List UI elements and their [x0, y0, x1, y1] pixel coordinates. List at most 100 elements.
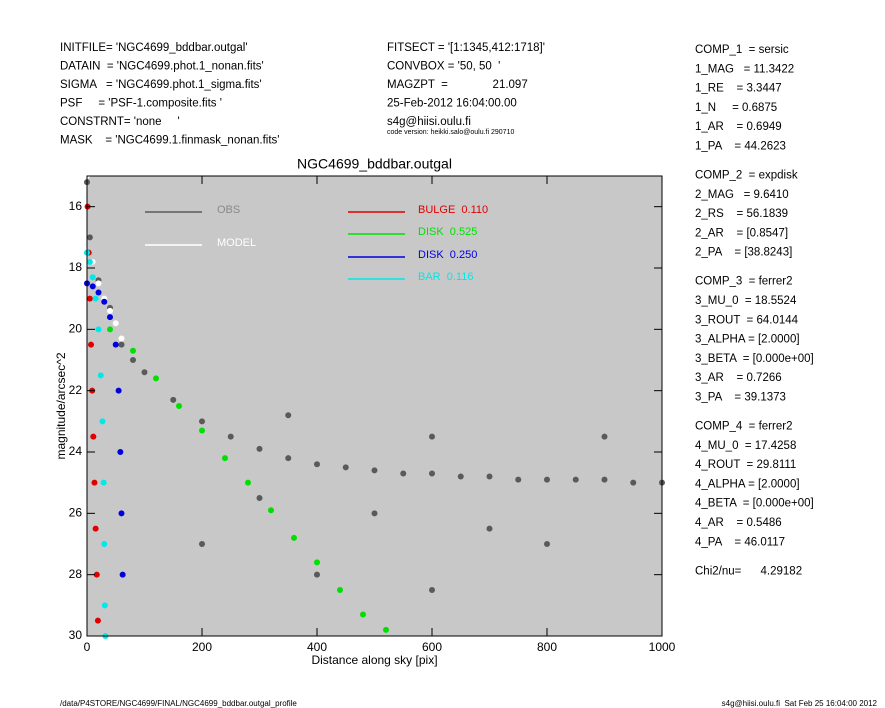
data-point [486, 473, 493, 480]
data-point [118, 335, 125, 342]
data-point [130, 347, 136, 354]
data-point [115, 387, 122, 394]
param-line: 4_AR = 0.5486 [695, 517, 782, 529]
param-line: COMP_3 = ferrer2 [695, 276, 792, 288]
data-point [199, 418, 205, 425]
data-point [383, 626, 389, 633]
data-point [314, 571, 320, 578]
x-tick-label: 600 [422, 640, 442, 654]
param-line: 2_MAG = 9.6410 [695, 189, 789, 201]
data-point [107, 314, 113, 321]
data-point [457, 473, 464, 480]
x-tick-label: 1000 [649, 640, 676, 654]
plot-area [87, 176, 662, 636]
param-line: 4_PA = 46.0117 [695, 536, 785, 548]
data-point [117, 449, 124, 455]
data-point [90, 433, 97, 440]
data-point [88, 341, 95, 348]
param-line: 4_ALPHA = [2.0000] [695, 478, 800, 490]
param-line: 4_MU_0 = 17.4258 [695, 440, 796, 452]
legend-label: BULGE 0.110 [418, 204, 488, 216]
data-point [337, 587, 343, 593]
data-point [95, 280, 102, 287]
param-line: 3_MU_0 = 18.5524 [695, 295, 797, 307]
x-tick-label: 800 [537, 640, 557, 654]
param-line: 2_PA = [38.8243] [695, 247, 792, 259]
data-point [101, 541, 108, 547]
param-line: 4_ROUT = 29.8111 [695, 459, 796, 471]
y-tick-label: 26 [69, 506, 83, 520]
legend-label: DISK 0.525 [418, 226, 477, 238]
param-line: 3_ROUT = 64.0144 [695, 314, 799, 326]
data-point [601, 476, 608, 483]
data-point [342, 464, 349, 471]
y-tick-label: 20 [69, 322, 83, 336]
data-point [630, 479, 637, 486]
data-point [95, 326, 102, 333]
data-point [86, 258, 93, 265]
data-point [256, 495, 263, 501]
code-version: code version: heikki.salo@oulu.fi 290710 [387, 129, 514, 136]
header-line: MAGZPT = 21.097 [387, 79, 528, 91]
data-point [314, 461, 320, 468]
data-point [486, 525, 493, 532]
header-line: PSF = 'PSF-1.composite.fits ' [60, 98, 222, 110]
param-line: 1_AR = 0.6949 [695, 121, 782, 133]
header-line: DATAIN = 'NGC4699.phot.1_nonan.fits' [60, 61, 264, 73]
x-tick-label: 400 [307, 640, 327, 654]
data-point [429, 470, 435, 477]
y-tick-label: 16 [69, 199, 83, 213]
legend-label: MODEL [217, 237, 256, 249]
data-point [400, 470, 407, 477]
chart-title: NGC4699_bddbar.outgal [297, 156, 452, 172]
data-point [95, 289, 102, 296]
footer-left: /data/P4STORE/NGC4699/FINAL/NGC4699_bddb… [60, 699, 297, 708]
data-point [107, 326, 113, 333]
header-line: INITFILE= 'NGC4699_bddbar.outgal' [60, 42, 248, 54]
header-line: CONVBOX = '50, 50 ' [387, 61, 500, 73]
data-point [291, 534, 297, 541]
data-point [92, 525, 99, 532]
x-tick-label: 0 [84, 640, 91, 654]
param-line: 3_AR = 0.7266 [695, 372, 782, 384]
data-point [268, 507, 274, 514]
data-point [86, 234, 93, 241]
param-line: 2_RS = 56.1839 [695, 208, 788, 220]
param-line: 4_BETA = [0.000e+00] [695, 498, 814, 510]
data-point [227, 433, 234, 440]
data-point [99, 418, 106, 425]
data-point [285, 455, 292, 462]
data-point [93, 571, 100, 578]
data-point [92, 295, 99, 302]
param-line: 3_PA = 39.1373 [695, 392, 786, 404]
y-axis-label: magnitude/arcsec^2 [54, 352, 68, 459]
header-line: s4g@hiisi.oulu.fi [387, 116, 471, 128]
data-point [360, 611, 366, 618]
data-point [141, 369, 148, 376]
header-line: CONSTRNT= 'none ' [60, 116, 180, 128]
legend-label: DISK 0.250 [418, 249, 477, 261]
data-point [112, 341, 119, 348]
data-point [245, 479, 251, 486]
param-line: 1_RE = 3.3447 [695, 83, 782, 95]
data-point [100, 479, 107, 486]
data-point [429, 587, 435, 593]
header-line: 25-Feb-2012 16:04:00.00 [387, 98, 517, 110]
x-tick-label: 200 [192, 640, 212, 654]
data-point [89, 274, 96, 281]
data-point [199, 427, 205, 434]
data-point [118, 510, 125, 517]
data-point [222, 455, 228, 462]
data-point [256, 445, 263, 452]
data-point [97, 372, 104, 379]
data-point [153, 375, 159, 382]
data-point [170, 396, 177, 403]
data-point [199, 541, 205, 547]
data-point [429, 433, 435, 440]
param-line: Chi2/nu= 4.29182 [695, 565, 802, 577]
header-line: SIGMA = 'NGC4699.phot.1_sigma.fits' [60, 79, 262, 91]
param-line: 1_PA = 44.2623 [695, 141, 786, 153]
data-point [130, 357, 136, 363]
data-point [572, 476, 579, 483]
